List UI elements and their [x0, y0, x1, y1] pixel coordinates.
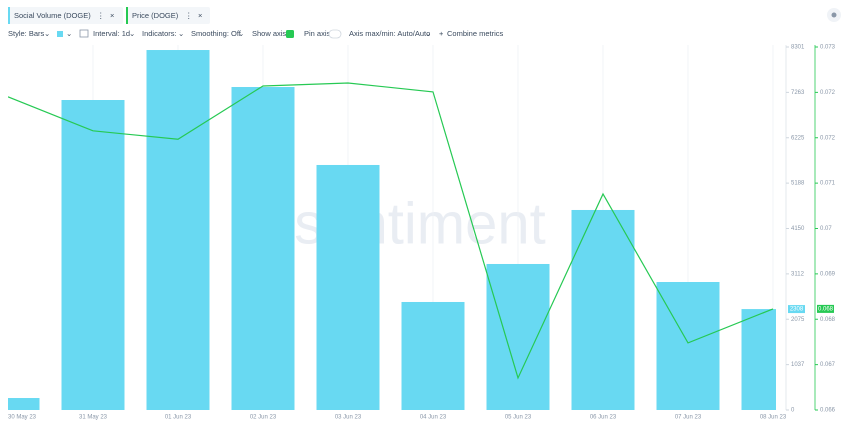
bar — [486, 263, 550, 410]
tab[interactable] — [8, 7, 123, 24]
chevron: ⌄ — [178, 29, 184, 38]
interval-select[interactable]: Interval: 1d — [93, 29, 130, 38]
y-tick-label: 2075 — [791, 317, 805, 323]
x-tick-label: 05 Jun 23 — [505, 415, 532, 421]
bar — [401, 301, 465, 410]
smoothing-select[interactable]: Smoothing: Off — [191, 29, 242, 38]
last-value-badge — [817, 304, 834, 313]
axis-minmax-select[interactable]: Axis max/min: Auto/Auto — [349, 29, 430, 38]
menu-icon[interactable]: ⋮ — [97, 11, 105, 20]
bar — [61, 100, 125, 410]
x-tick-label: 03 Jun 23 — [335, 415, 362, 421]
y2-tick-label: 0.069 — [820, 271, 836, 277]
tab-color — [8, 7, 10, 24]
y-tick-label: 4150 — [791, 226, 805, 232]
settings-icon — [831, 12, 837, 18]
plot: 0 1037 2075 3112 4150 5188 6225 7263 8301 0.066 0.… — [8, 45, 836, 421]
close-icon[interactable]: × — [198, 11, 202, 20]
x-tick-label: 08 Jun 23 — [760, 415, 787, 421]
y2-tick-label: 0.068 — [820, 317, 836, 323]
tab-color — [126, 7, 128, 24]
x-tick-label: 01 Jun 23 — [165, 415, 192, 421]
style-select[interactable]: Style: Bars — [8, 29, 45, 38]
bar — [741, 309, 776, 410]
x-tick-label: 30 May 23 — [8, 415, 37, 421]
plus-icon: + — [439, 29, 444, 38]
x-tick-label: 06 Jun 23 — [590, 415, 617, 421]
bar — [316, 164, 380, 410]
combine-metrics[interactable]: Combine metrics — [447, 29, 504, 38]
y2-tick-label: 0.07 — [820, 226, 832, 232]
y2-tick-label: 0.072 — [820, 90, 836, 96]
last-value-label: 0.068 — [818, 306, 834, 312]
x-tick-label: 02 Jun 23 — [250, 415, 277, 421]
y-tick-label: 5188 — [791, 181, 805, 187]
bar — [231, 87, 295, 411]
last-value-badge — [788, 305, 805, 314]
line — [8, 82, 774, 380]
last-value-label: 2308 — [790, 307, 804, 313]
indicators-select[interactable]: Indicators: — [142, 29, 177, 38]
bar — [146, 50, 210, 411]
x-tick-label: 04 Jun 23 — [420, 415, 447, 421]
y-tick-label: 8301 — [791, 45, 805, 51]
calendar-icon — [79, 29, 89, 38]
pin-axis-toggle[interactable] — [328, 29, 342, 39]
plot-area — [8, 50, 776, 411]
tab-label[interactable]: Social Volume (DOGE) — [14, 11, 91, 20]
bar — [571, 209, 635, 410]
show-axis-checkbox[interactable] — [286, 30, 294, 38]
y2-tick-label: 0.073 — [820, 45, 836, 51]
bar — [656, 282, 720, 410]
color-select[interactable] — [57, 31, 63, 37]
x-tick-label: 07 Jun 23 — [675, 415, 702, 421]
y-tick-label: 7263 — [791, 90, 805, 96]
y-tick-label: 6225 — [791, 135, 805, 141]
menu-icon[interactable]: ⋮ — [185, 11, 193, 20]
show-axis-label[interactable]: Show axis — [252, 29, 286, 38]
y-tick-label: 3112 — [791, 271, 805, 277]
y2-tick-label: 0.072 — [820, 135, 836, 141]
y2-tick-label: 0.067 — [820, 362, 836, 368]
chevron: ⌄ — [129, 29, 135, 38]
chevron: ⌄ — [425, 29, 431, 38]
chevron: ⌄ — [44, 29, 50, 38]
x-tick-label: 31 May 23 — [79, 415, 108, 421]
y2-tick-label: 0.066 — [820, 408, 836, 414]
y-tick-label: 0 — [791, 408, 795, 414]
chevron: ⌄ — [66, 29, 72, 38]
tab-label[interactable]: Price (DOGE) — [132, 11, 179, 20]
chevron: ⌄ — [238, 29, 244, 38]
close-icon[interactable]: × — [110, 11, 114, 20]
y-tick-label: 1037 — [791, 362, 805, 368]
bar — [8, 398, 40, 410]
tab[interactable] — [126, 7, 210, 24]
y2-tick-label: 0.071 — [820, 181, 836, 187]
pin-axis-label[interactable]: Pin axis — [304, 29, 331, 38]
